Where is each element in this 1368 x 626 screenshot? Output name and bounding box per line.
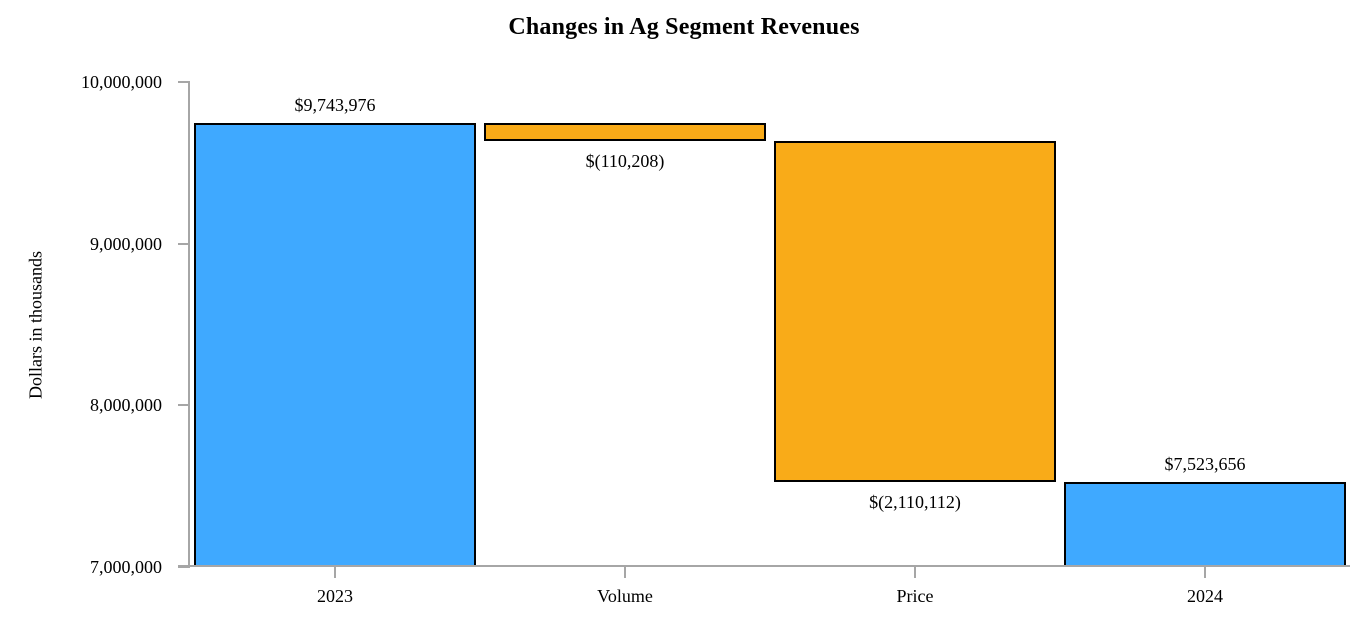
- bar-2024: [1064, 482, 1346, 567]
- chart-title: Changes in Ag Segment Revenues: [508, 14, 860, 40]
- x-axis-tick: [1204, 567, 1206, 578]
- bar-Price: [774, 141, 1056, 483]
- bar-value-label-2024: $7,523,656: [1164, 454, 1246, 475]
- bar-2023: [194, 123, 476, 567]
- x-axis-tick: [334, 567, 336, 578]
- y-axis-tick: [178, 242, 190, 245]
- x-axis-tick-label-Volume: Volume: [597, 586, 653, 606]
- bar-Volume: [484, 123, 766, 142]
- x-axis-tick-label-2023: 2023: [317, 586, 353, 606]
- y-axis-tick: [178, 566, 190, 568]
- y-axis-tick-label: 7,000,000: [90, 557, 162, 577]
- x-axis-tick-label-Price: Price: [896, 586, 934, 606]
- bar-value-label-Price: $(2,110,112): [869, 492, 961, 513]
- y-axis-line: [188, 82, 190, 567]
- x-axis-line: [178, 565, 1350, 567]
- x-axis-tick: [914, 567, 916, 578]
- y-axis-tick: [178, 81, 190, 83]
- x-axis-tick-label-2024: 2024: [1187, 586, 1223, 606]
- y-axis-tick: [178, 404, 190, 407]
- y-axis-tick-label: 9,000,000: [90, 233, 162, 254]
- bar-value-label-Volume: $(110,208): [585, 151, 665, 172]
- bar-value-label-2023: $9,743,976: [294, 95, 376, 116]
- y-axis-tick-label: 8,000,000: [90, 395, 162, 416]
- y-axis-tick-label: 10,000,000: [81, 72, 162, 92]
- x-axis-tick: [624, 567, 626, 578]
